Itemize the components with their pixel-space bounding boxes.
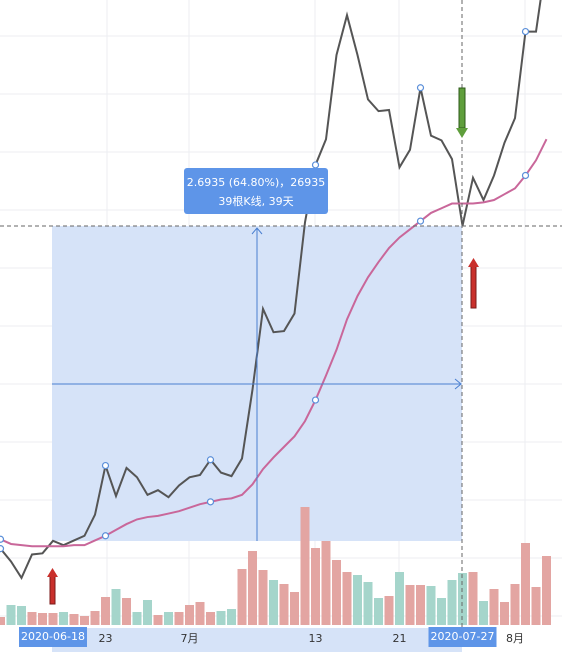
tooltip-line: 39根K线, 39天	[218, 194, 293, 208]
point-marker	[521, 171, 530, 180]
signal-down	[456, 87, 468, 138]
tooltip	[184, 168, 328, 214]
volume-bar	[374, 598, 383, 625]
volume-bar	[174, 612, 184, 625]
volume-bar	[101, 597, 110, 625]
series-line	[0, 138, 548, 548]
volume-bar	[279, 584, 289, 625]
signal-up	[468, 258, 479, 309]
point-marker	[206, 456, 215, 464]
volume	[0, 507, 551, 625]
axis-range	[52, 628, 462, 652]
volume-bar	[426, 586, 436, 625]
volume-bar	[416, 585, 425, 625]
volume-bar	[542, 556, 551, 625]
x-tick-label: 23	[99, 632, 113, 645]
lines	[0, 0, 548, 580]
volume-bar	[48, 613, 58, 625]
volume-bar	[216, 611, 226, 625]
volume-bar	[479, 601, 488, 625]
volume-bar	[185, 605, 194, 625]
volume-bar	[6, 605, 16, 625]
volume-bar	[290, 592, 299, 625]
point-marker	[311, 396, 320, 404]
volume-bar	[111, 589, 121, 625]
x-axis: 2020-06-18 23 7月 13 21 2020-07-27 8月	[19, 627, 524, 647]
tooltip-line: 2.6935 (64.80%)，26935	[187, 176, 326, 189]
volume-bar	[0, 617, 5, 625]
volume-bar	[143, 600, 152, 625]
volume-bar	[531, 587, 541, 625]
point-marker	[101, 461, 110, 470]
measure-arrow	[454, 378, 462, 390]
point-marker	[521, 27, 530, 36]
volume-bar	[332, 560, 341, 625]
measure-arrow	[251, 227, 263, 235]
point-marker	[0, 545, 5, 553]
signal-up	[47, 568, 58, 605]
volume-bar	[227, 609, 236, 625]
volume-bar	[405, 585, 415, 625]
volume-bar	[500, 602, 509, 625]
volume-bar	[248, 551, 257, 625]
x-tick-label: 13	[309, 632, 323, 645]
volume-bar	[269, 580, 278, 625]
volume-bar	[206, 612, 215, 625]
volume-bar	[132, 612, 142, 625]
volume-bar	[90, 611, 100, 625]
x-tick-label: 21	[393, 632, 407, 645]
volume-bar	[489, 589, 499, 625]
volume-bar	[122, 598, 131, 625]
volume-bar	[521, 543, 530, 625]
volume-bar	[437, 598, 446, 625]
point-marker	[101, 532, 110, 540]
x-tick-label: 8月	[506, 632, 524, 645]
x-tick-label: 7月	[181, 632, 199, 645]
volume-bar	[342, 572, 352, 625]
x-label-box	[428, 627, 497, 647]
volume-bar	[510, 584, 520, 625]
x-tick-label: 2020-07-27	[431, 630, 495, 643]
volume-bar	[363, 582, 373, 625]
volume-bar	[300, 507, 310, 625]
volume-bar	[353, 575, 362, 625]
volume-bar	[447, 580, 457, 625]
volume-bar	[195, 602, 205, 625]
volume-bar	[38, 613, 47, 625]
volume-bar	[384, 596, 394, 625]
x-tick-label: 2020-06-18	[21, 630, 85, 643]
volume-bar	[80, 616, 89, 625]
volume-bar	[237, 569, 247, 625]
volume-bar	[153, 615, 163, 625]
volume-bar	[69, 614, 79, 625]
volume-bar	[311, 548, 320, 625]
volume-bar	[468, 572, 478, 625]
point-marker	[206, 498, 215, 506]
series-line	[0, 0, 542, 580]
volume-bar	[59, 612, 68, 625]
point-marker	[416, 84, 425, 92]
volume-bar	[395, 572, 404, 625]
volume-bar	[164, 612, 173, 625]
point-marker	[0, 535, 5, 543]
volume-bar	[17, 606, 26, 625]
volume-bar	[27, 612, 37, 625]
x-label-box	[19, 627, 87, 647]
volume-bar	[321, 541, 331, 625]
point-marker	[311, 161, 320, 169]
volume-bar	[258, 570, 268, 625]
point-marker	[416, 217, 425, 225]
